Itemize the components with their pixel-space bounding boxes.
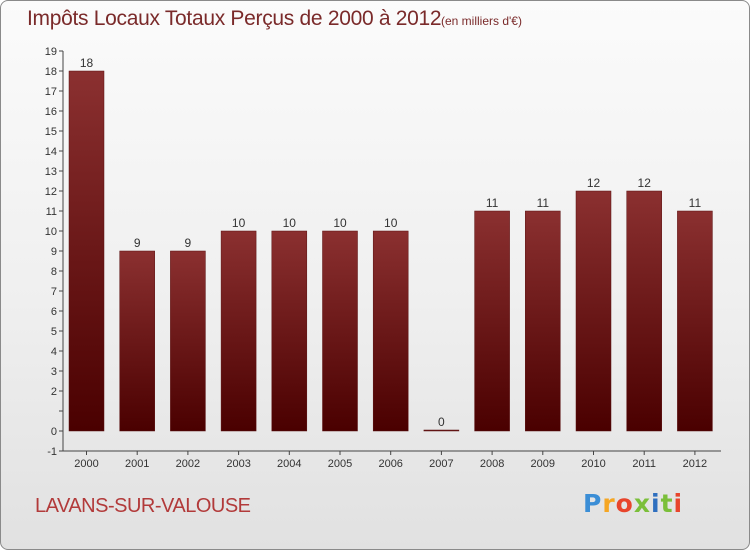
y-tick-label: 3 [51,366,57,378]
logo-letter: o [615,489,634,518]
x-tick-label-2001: 2001 [125,458,149,470]
proxiti-logo[interactable]: Proxiti [583,489,683,518]
y-axis-ticks: -1 0 2 3 4 5 6 7 8 9 10 11 12 13 14 15 16 17 18 19 [45,46,63,458]
y-tick-label: 18 [45,66,57,78]
x-tick-label-2005: 2005 [328,458,352,470]
bar-2004 [271,230,308,432]
x-tick-label-2012: 2012 [683,458,707,470]
logo-letter: x [633,489,651,518]
value-label-2001: 9 [134,236,141,250]
value-label-2007: 0 [438,415,445,429]
x-tick-label-2003: 2003 [226,458,250,470]
logo-letter: r [602,489,616,518]
y-tick-label: 6 [51,306,57,318]
bar-2001 [119,250,155,432]
value-label-2012: 11 [689,196,702,210]
y-tick-label: 8 [51,266,57,278]
x-tick-label-2008: 2008 [480,458,504,470]
x-tick-label-2000: 2000 [74,458,98,470]
value-label-2002: 9 [185,236,192,250]
y-tick-label: 11 [46,206,57,218]
bar-2012 [677,210,713,432]
y-tick-label: 19 [45,46,57,58]
y-tick-label: 5 [51,326,57,338]
value-label-2009: 11 [537,196,550,210]
logo-letter: t [660,489,674,518]
bar-2011 [626,190,662,432]
value-label-2005: 10 [333,216,347,230]
y-tick-label: 14 [45,146,57,158]
y-tick-label: 16 [45,106,57,118]
value-label-2000: 18 [80,56,94,70]
y-tick-label: 2 [51,386,57,398]
x-axis-ticks: 2000 2001 2002 2003 2004 2005 2006 2007 2008 2009… [74,451,707,470]
chart-title: Impôts Locaux Totaux Perçus de 2000 à 20… [27,7,442,30]
x-tick-label-2004: 2004 [277,458,301,470]
value-label-2010: 12 [587,176,601,190]
bar-2010 [575,190,612,432]
x-tick-label-2011: 2011 [632,458,656,470]
x-tick-label-2002: 2002 [176,458,200,470]
y-tick-label: 13 [45,166,57,178]
commune-name: LAVANS-SUR-VALOUSE [35,495,251,517]
bars [68,70,713,432]
bar-2002 [170,250,206,432]
bar-2007 [423,429,460,432]
bar-2005 [322,230,358,432]
value-labels: 18 9 9 10 10 10 10 0 11 11 12 12 11 [80,56,702,429]
value-label-2006: 10 [384,216,398,230]
logo-letter: P [583,489,603,518]
y-tick-label: 10 [45,226,57,238]
y-tick-label: 15 [45,126,57,138]
y-tick-label: 17 [45,86,57,98]
bar-2009 [525,210,561,432]
value-label-2008: 11 [486,196,499,210]
bar-2006 [372,230,409,432]
value-label-2003: 10 [232,216,246,230]
x-tick-label-2009: 2009 [531,458,555,470]
y-tick-label: 7 [51,286,57,298]
y-tick-label: 9 [51,246,57,258]
x-tick-label-2010: 2010 [581,458,605,470]
x-tick-label-2006: 2006 [378,458,402,470]
value-label-2011: 12 [638,176,652,190]
chart-subtitle: (en milliers d'€) [441,14,522,28]
y-tick-label: 0 [51,426,57,438]
y-tick-label: 4 [51,346,57,358]
y-tick-label: -1 [47,446,57,458]
bar-2000 [68,70,105,432]
y-tick-label: 12 [45,186,57,198]
x-tick-label-2007: 2007 [429,458,453,470]
logo-letter: i [673,489,684,518]
bar-2003 [220,230,257,432]
bar-2008 [474,210,510,432]
logo-letter: i [651,489,661,518]
value-label-2004: 10 [283,216,297,230]
